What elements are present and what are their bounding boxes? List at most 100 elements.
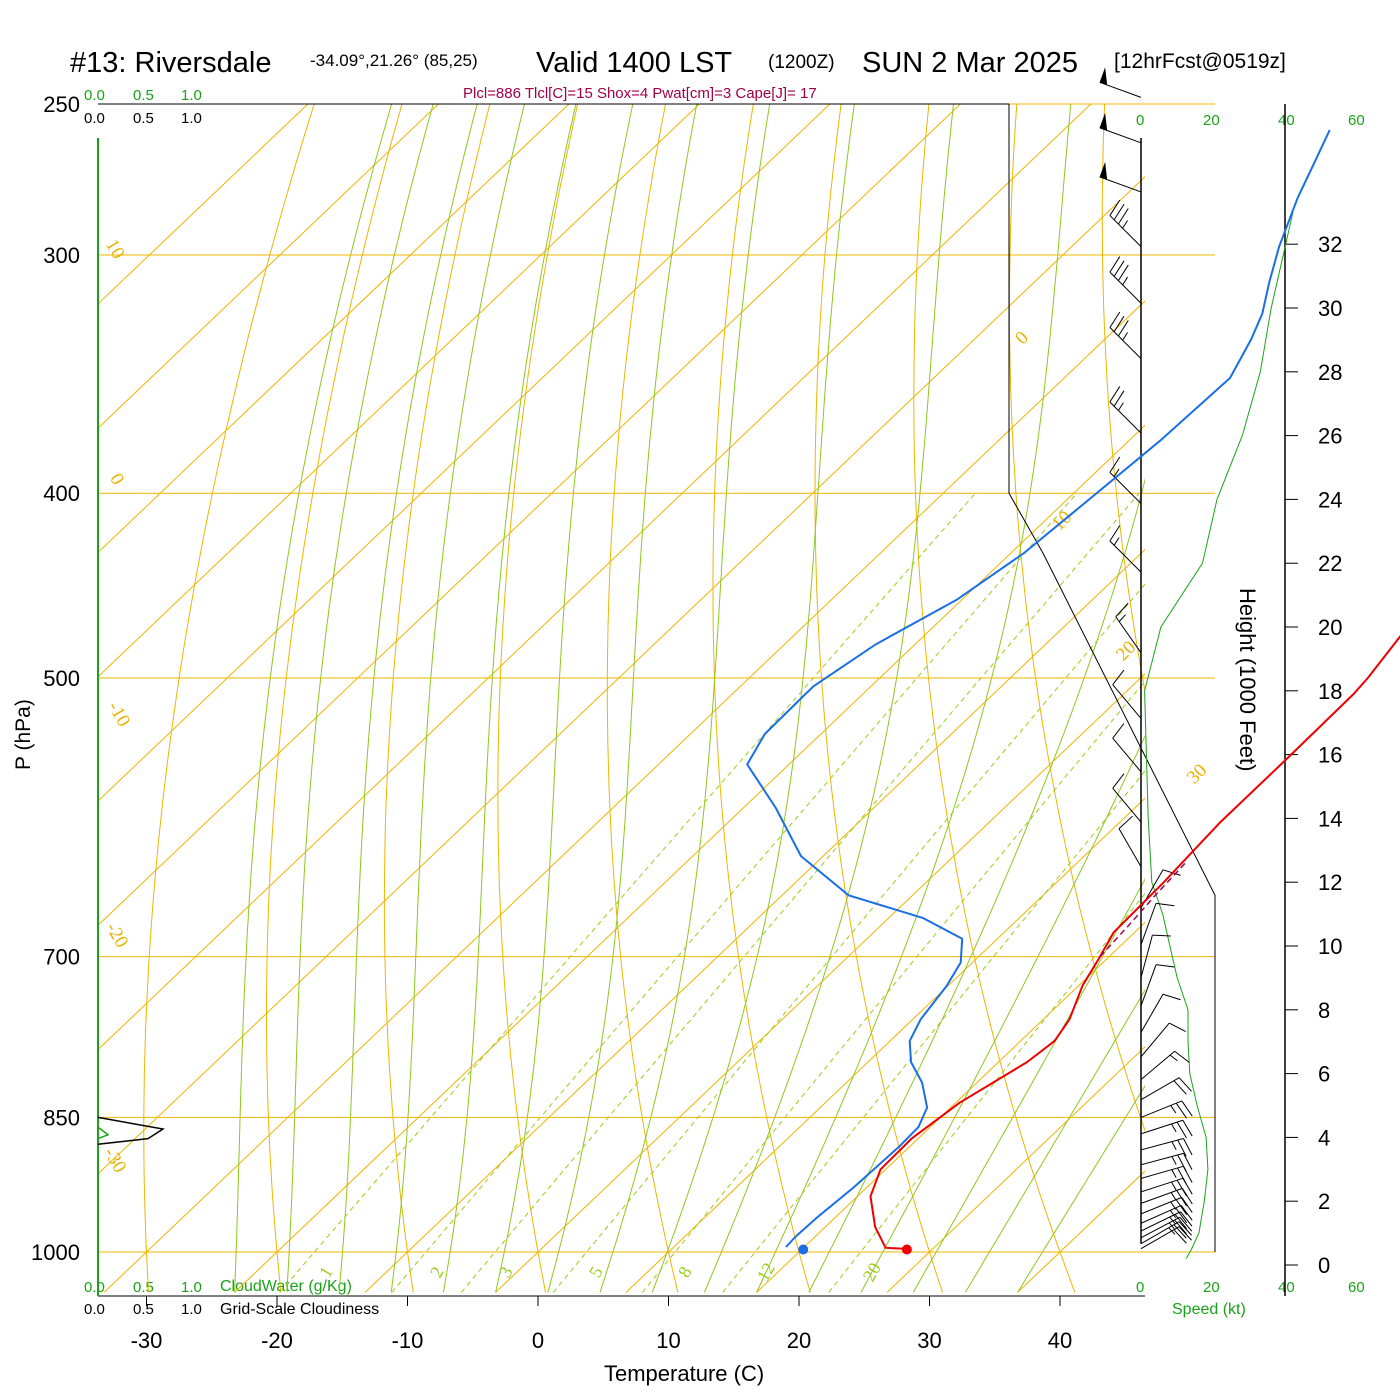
dry-adiabat-line [1367, 70, 1400, 1292]
cloudiness-label: Grid-Scale Cloudiness [220, 1301, 379, 1318]
moist-adiabat-line [651, 104, 855, 1293]
wind-barb [1140, 993, 1181, 1033]
moist-adiabat-line [495, 104, 634, 1293]
temperature-tick-label: 10 [656, 1328, 680, 1353]
wind-barb-staff [1118, 828, 1142, 868]
pressure-label: 250 [43, 92, 80, 117]
x-axis-label: Temperature (C) [604, 1361, 764, 1386]
wind-barb-staff [1140, 1221, 1180, 1245]
wind-barb-full [1152, 934, 1171, 937]
wind-barb-half [1171, 1169, 1177, 1178]
wind-barb [1099, 67, 1142, 98]
moist-adiabat-line [547, 104, 698, 1293]
isotherm-label: -20 [101, 919, 132, 951]
wind-barb-half [1171, 1181, 1177, 1191]
wind-barb [1115, 602, 1142, 654]
wind-barb-full [1178, 1077, 1192, 1092]
dry-adiabat-line [814, 104, 944, 1293]
wind-barb-full [1109, 311, 1121, 328]
height-tick-label: 12 [1318, 870, 1342, 895]
temperature-tick-label: 20 [787, 1328, 811, 1353]
wind-barb-full [1175, 1207, 1188, 1224]
wind-barb-staff [1140, 1152, 1184, 1166]
isotherm-label: 10 [101, 236, 129, 263]
wind-barb-half [1168, 1227, 1176, 1235]
wind-barb-full [1183, 1153, 1193, 1170]
diagram-background [98, 70, 1400, 1293]
cloudiness-top-tick-0: 0.0 [84, 110, 105, 127]
height-tick-label: 4 [1318, 1125, 1330, 1150]
cloudwater-top-tick-1: 0.5 [133, 87, 154, 104]
dry-adiabat-line [383, 104, 491, 1293]
cloudiness-profile [97, 1116, 166, 1146]
temperature-tick-label: 40 [1048, 1328, 1072, 1353]
wind-barb-full [1178, 1226, 1192, 1241]
wind-barb-half [1168, 1222, 1176, 1231]
wind-barb-half [1122, 332, 1128, 341]
moist-adiabat-line [286, 104, 434, 1293]
wind-barb [1140, 1226, 1192, 1250]
cloudiness-bottom-tick-0: 0.0 [84, 1301, 105, 1318]
isotherm-label: -30 [99, 1144, 130, 1176]
cloudwater-top-tick-0: 0.0 [84, 87, 105, 104]
wind-barb-full [1117, 264, 1129, 281]
wind-barb-full [1115, 602, 1129, 618]
pressure-label: 500 [43, 666, 80, 691]
wind-barb-staff [1140, 993, 1164, 1033]
wind-barb-staff [1140, 1226, 1180, 1250]
wind-barb-staff [1140, 1205, 1182, 1224]
wind-barb-staff [1109, 327, 1142, 359]
isotherm-line [98, 104, 1092, 1051]
wind-barb [1140, 964, 1175, 1007]
height-tick-label: 28 [1318, 360, 1342, 385]
cloudwater-bottom-tick-1: 0.5 [133, 1279, 154, 1296]
moist-adiabat-line [338, 104, 478, 1293]
cloudwater-top-tick-2: 1.0 [181, 87, 202, 104]
mixing-ratio-label: 20 [859, 1259, 885, 1285]
moist-adiabat-line [756, 104, 1072, 1293]
wind-speed-profile [1144, 212, 1294, 1259]
wind-barb [1140, 1196, 1193, 1216]
valid-time: Valid 1400 LST [536, 47, 732, 79]
wind-barb-full [1169, 1022, 1186, 1033]
wind-barb-staff [1112, 737, 1142, 773]
wind-barb [1112, 723, 1142, 773]
wind-barb-full [1174, 1219, 1187, 1235]
wind-barb-full [1173, 1229, 1187, 1244]
wind-barb-half [1118, 614, 1126, 622]
wind-barb-staff [1112, 684, 1142, 719]
temperature-tick-label: 30 [917, 1328, 941, 1353]
wind-barb-staff [1140, 1119, 1184, 1135]
wind-barb [1118, 815, 1142, 868]
wind-barbs [1099, 67, 1193, 1250]
wind-barb-staff [1140, 1050, 1176, 1080]
wind-barb-full [1117, 320, 1129, 337]
isotherm-line [103, 300, 1145, 1293]
wind-barb-staff [1140, 1216, 1181, 1239]
wind-barb-full [1176, 1179, 1187, 1197]
parcel-line [1099, 862, 1187, 958]
wind-barb-full [1113, 315, 1125, 333]
wind-barb-full [1181, 1197, 1193, 1213]
wind-barb-staff [1140, 1100, 1182, 1118]
moist-adiabat-line [599, 104, 771, 1293]
pressure-label: 300 [43, 243, 80, 268]
wind-barb-full [1155, 902, 1175, 907]
wind-barb [1140, 1205, 1193, 1224]
forecast-info: [12hrFcst@0519z] [1114, 50, 1286, 73]
dry-adiabat-line [1192, 70, 1400, 1292]
dewpoint-line [746, 129, 1331, 1248]
isotherm-line [625, 797, 1145, 1293]
wind-barb [1140, 1177, 1193, 1197]
wind-barb-half [1171, 1156, 1177, 1165]
temperature-tick-label: -30 [131, 1328, 163, 1353]
wind-barb-staff [1109, 401, 1142, 434]
wind-barb-full [1112, 723, 1125, 739]
wind-barb-full [1113, 260, 1125, 277]
wind-barb-staff [1140, 1177, 1184, 1193]
moist-adiabat-line [234, 104, 393, 1293]
dry-adiabat-line [266, 104, 403, 1293]
height-tick-label: 6 [1318, 1062, 1330, 1087]
temperature-tick-label: -20 [261, 1328, 293, 1353]
